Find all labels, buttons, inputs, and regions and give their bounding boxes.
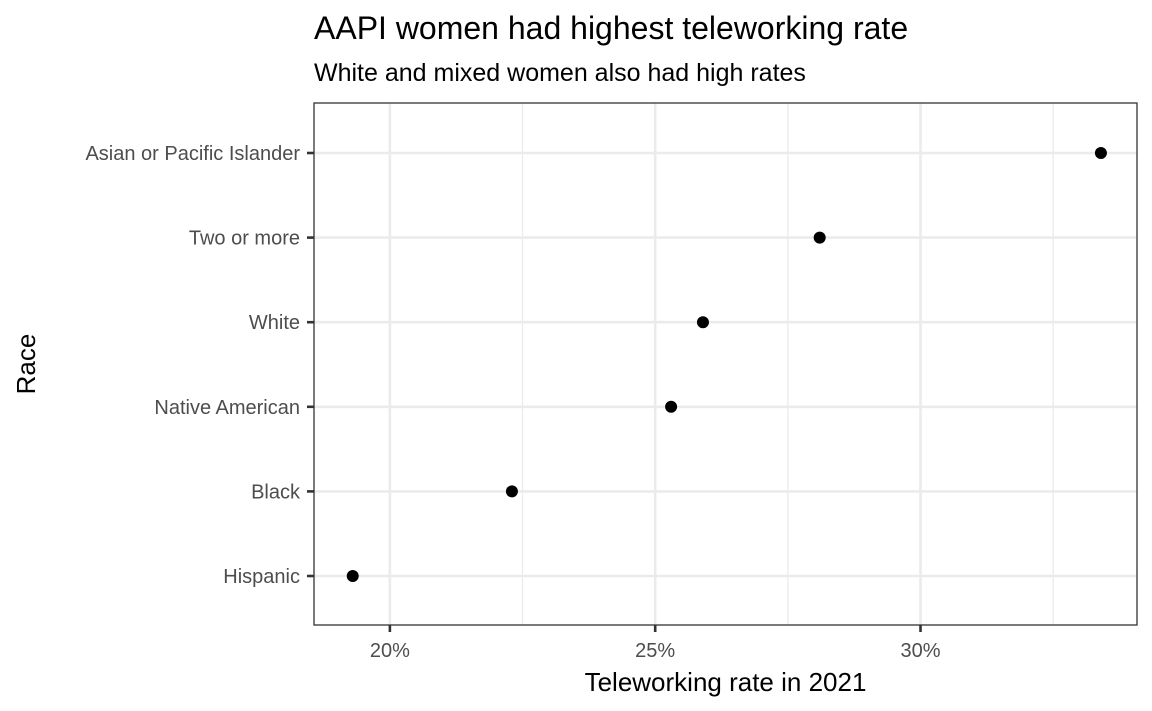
plot-panel-background: [314, 103, 1137, 625]
data-points: [346, 147, 1107, 582]
plot-panel-border: [313, 102, 1138, 626]
chart-title: AAPI women had highest teleworking rate: [314, 10, 908, 46]
grid-lines: [314, 103, 1137, 625]
chart-subtitle: White and mixed women also had high rate…: [314, 59, 806, 87]
y-tick-label-white: White: [249, 312, 300, 334]
y-axis-title: Race: [11, 334, 41, 395]
y-tick-label-asian-or-pacific-islander: Asian or Pacific Islander: [85, 143, 300, 165]
y-tick-label-hispanic: Hispanic: [223, 566, 300, 588]
x-tick-label-1: 25%: [635, 640, 675, 662]
y-tick-label-native-american: Native American: [154, 397, 300, 419]
y-tick-label-black: Black: [251, 481, 301, 503]
point-black: [505, 485, 518, 498]
x-tick-label-2: 30%: [900, 640, 940, 662]
point-native-american: [665, 400, 678, 413]
axis-ticks: [307, 151, 922, 632]
tick-labels: Hispanic Black Native American White Two or …: [85, 143, 940, 662]
point-white: [696, 316, 709, 329]
x-axis-title: Teleworking rate in 2021: [585, 667, 867, 697]
point-two-or-more: [813, 231, 826, 244]
y-tick-label-two-or-more: Two or more: [189, 228, 300, 250]
point-asian-or-pacific-islander: [1094, 147, 1107, 159]
point-hispanic: [346, 570, 359, 582]
x-tick-label-0: 20%: [370, 640, 410, 662]
